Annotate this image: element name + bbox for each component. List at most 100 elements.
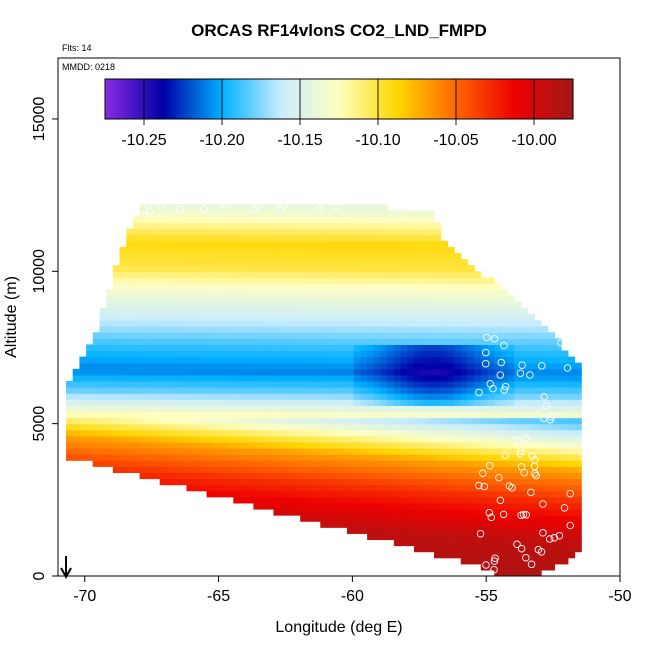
heatmap-cell [333,234,341,242]
heatmap-cell [286,393,295,400]
heatmap-cell [213,222,221,230]
heatmap-cell [380,313,388,321]
heatmap-cell [126,466,134,473]
heatmap-cell [179,216,188,224]
heatmap-cell [260,441,268,449]
heatmap-cell [326,380,335,388]
heatmap-cell [467,356,475,364]
heatmap-cell [213,277,221,285]
heatmap-cell [353,466,362,473]
heatmap-cell [119,423,127,431]
heatmap-cell [186,466,194,473]
heatmap-cell [139,313,147,321]
heatmap-cell [387,417,395,425]
heatmap-cell [79,417,87,425]
heatmap-cell [206,368,214,376]
heatmap-cell [487,368,495,376]
heatmap-cell [387,271,395,278]
heatmap-cell [179,240,188,248]
heatmap-cell [173,405,181,413]
heatmap-cell [353,435,362,443]
heatmap-cell [353,307,362,315]
heatmap-cell [99,393,107,400]
heatmap-cell [313,277,321,285]
heatmap-cell [226,484,234,492]
heatmap-cell [373,435,382,443]
heatmap-cell [233,259,241,266]
obs-point [516,369,525,377]
heatmap-cell [413,454,422,461]
heatmap-cell [219,417,228,425]
heatmap-cell [153,240,161,248]
heatmap-cell [72,411,81,419]
heatmap-cell [407,338,415,346]
heatmap-cell [561,484,569,492]
heatmap-cell [407,210,415,218]
heatmap-cell [527,313,535,321]
heatmap-cell [72,429,81,437]
heatmap-cell [360,423,368,431]
heatmap-cell [280,246,288,254]
heatmap-cell [554,380,562,388]
heatmap-cell [233,313,241,321]
heatmap-cell [139,228,147,236]
heatmap-cell [253,411,261,419]
heatmap-cell [106,380,114,388]
heatmap-cell [547,502,556,510]
heatmap-cell [286,417,295,425]
heatmap-cell [273,478,281,486]
heatmap-cell [554,496,562,504]
heatmap-cell [554,448,562,455]
heatmap-cell [159,393,167,400]
heatmap-cell [567,533,576,541]
obs-point [522,553,530,562]
heatmap-cell [467,539,475,547]
heatmap-cell [367,222,375,230]
heatmap-cell [186,259,194,266]
heatmap-cell [106,435,114,443]
heatmap-cell [567,374,576,382]
heatmap-cell [333,216,341,224]
heatmap-cell [574,362,582,370]
heatmap-cell [280,338,288,346]
heatmap-cell [447,393,455,400]
heatmap-cell [440,490,448,498]
heatmap-cell [520,374,529,382]
heatmap-cell [306,508,315,516]
heatmap-cell [360,234,368,242]
heatmap-cell [434,508,442,516]
heatmap-cell [146,320,154,327]
heatmap-cell [333,380,341,388]
heatmap-cell [173,344,181,352]
heatmap-cell [440,295,448,303]
heatmap-cell [112,393,121,400]
heatmap-cell [186,484,194,492]
heatmap-cell [413,545,422,553]
heatmap-cell [139,216,147,224]
heatmap-cell [347,423,355,431]
heatmap-cell [340,387,348,394]
heatmap-cell [199,405,208,413]
heatmap-cell [219,435,228,443]
heatmap-cell [246,204,254,211]
heatmap-cell [527,320,535,327]
x-tick-label: -70 [73,588,96,605]
heatmap-cell [132,368,141,376]
obs-point [501,451,509,460]
heatmap-cell [66,429,74,437]
heatmap-cell [119,332,127,339]
heatmap-cell [266,472,275,480]
heatmap-cell [427,253,435,260]
heatmap-cell [320,393,328,400]
heatmap-cell [534,448,542,455]
heatmap-cell [119,356,127,364]
heatmap-cell [387,307,395,315]
heatmap-cell [206,320,214,327]
heatmap-cell [159,338,167,346]
heatmap-cell [534,344,542,352]
heatmap-cell [480,362,489,370]
heatmap-cell [400,417,408,425]
heatmap-cell [112,454,121,461]
heatmap-cell [347,466,355,473]
heatmap-cell [387,508,395,516]
